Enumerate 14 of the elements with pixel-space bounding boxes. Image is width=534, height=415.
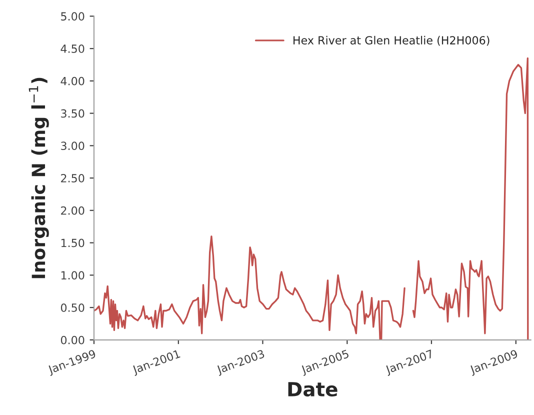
y-axis-title: Inorganic N (mg l$^{−1}$) — [28, 78, 49, 278]
y-tick-label: 2.50 — [61, 174, 84, 182]
y-tick-label: 0.50 — [60, 303, 84, 312]
legend-label: Hex River at Glen Heatlie (H2H006) — [294, 36, 490, 46]
x-axis-title: Date — [288, 382, 338, 397]
y-tick-label: 2.00 — [61, 206, 84, 215]
y-tick-label: 0.00 — [60, 336, 84, 344]
y-tick-label: 3.50 — [61, 109, 84, 118]
y-tick-label: 4.00 — [60, 76, 84, 86]
y-tick-label: 1.50 — [61, 238, 84, 248]
y-tick-label: 3.00 — [61, 142, 84, 150]
y-tick-label: 1.00 — [61, 271, 84, 280]
y-tick-label: 4.50 — [60, 44, 84, 53]
y-tick-label: 5.00 — [61, 12, 84, 21]
